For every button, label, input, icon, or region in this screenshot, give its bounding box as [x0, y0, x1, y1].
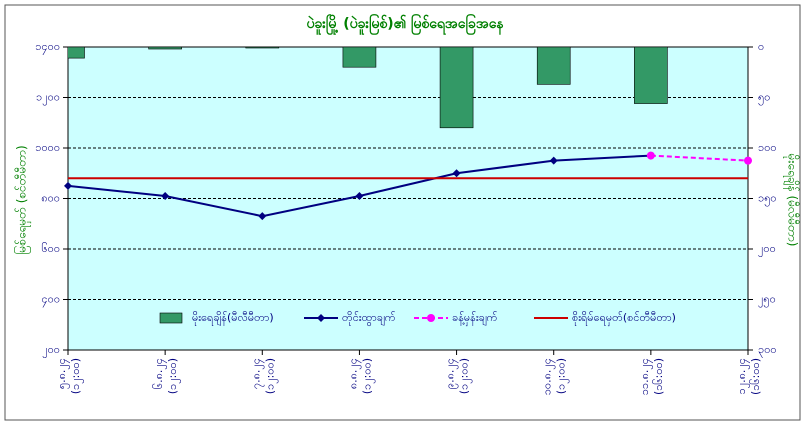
y2-tick-label: ၁၅၀: [758, 192, 777, 207]
marker: [258, 212, 267, 221]
y2-axis-label: မိုးရေချိန် (မီလီမီတာ): [783, 154, 801, 247]
x-tick-time: (၁၂:၀၀): [166, 358, 181, 394]
y-tick-label: ၆၀၀: [41, 242, 60, 255]
marker: [549, 156, 558, 165]
x-tick-label: ၁၁.၈.၂၄: [638, 358, 653, 395]
y-tick-label: ၁၂၀၀: [36, 91, 60, 106]
y-tick-label: ၈၀၀: [41, 192, 60, 205]
x-tick-time: (၁၂:၀၀): [263, 358, 278, 394]
x-tick-time: (၁၂:၀၀): [555, 358, 570, 394]
x-tick-time: (၁၆:၀၀): [749, 358, 762, 395]
y-tick-label: ၄၀၀: [41, 293, 60, 308]
legend-marker: [427, 314, 435, 322]
legend-label: ခန့်မှန်းချက်: [452, 311, 498, 326]
line-series: [650, 154, 748, 162]
legend-swatch: [159, 312, 183, 324]
legend-label: စိုးရိမ်ရေမှတ်(စင်တီမီတာ): [572, 311, 676, 326]
chart-title: ပဲခူးမြို့ (ပဲခူးမြစ်)၏ မြစ်ရေအခြေအနေ: [306, 14, 504, 35]
y-tick-label: ၁၀၀၀: [35, 141, 60, 154]
x-tick-label: ၈.၈.၂၄: [346, 358, 361, 389]
legend-label: မိုးရေချိန်(မီလီမီတာ): [192, 311, 274, 326]
y2-tick-label: ၃၀၀: [758, 343, 777, 358]
x-tick-time: (၁၂:၀၀): [360, 358, 375, 394]
x-tick-label: ၁၂.၈.၂၄: [735, 358, 750, 394]
y2-tick-label: ၁၀၀: [758, 141, 777, 154]
y-tick-label: ၂၀၀: [42, 343, 60, 358]
bar: [634, 47, 668, 104]
marker: [646, 151, 655, 160]
legend-marker: [317, 314, 325, 322]
x-tick-time: (၁၆:၀၀): [652, 358, 665, 395]
x-tick-time: (၁၂:၀၀): [458, 358, 473, 394]
marker: [161, 191, 170, 200]
bar: [439, 47, 474, 129]
bar: [245, 47, 280, 49]
x-tick-label: ၆.၈.၂၄: [152, 358, 167, 389]
bar: [68, 47, 85, 59]
y2-tick-label: ၂၅၀: [758, 293, 776, 308]
marker: [744, 156, 752, 165]
bar: [536, 47, 571, 85]
marker: [355, 191, 364, 200]
bar: [342, 47, 377, 68]
y2-tick-label: ၂၀၀: [758, 242, 776, 257]
y2-tick-label: ၅၀: [758, 91, 770, 106]
y-tick-label: ၁၄၀၀: [35, 40, 60, 55]
x-tick-label: ၉.၈.၂၄: [444, 358, 459, 389]
x-tick-time: (၁၂:၀၀): [69, 358, 84, 394]
bar: [148, 47, 182, 50]
x-tick-label: ၇.၈.၂၄: [249, 358, 264, 389]
marker: [64, 181, 72, 190]
marker: [452, 169, 461, 178]
y-axis-label: မြစ်ရေမှတ် (စင်တီမီတာ): [13, 145, 32, 254]
x-tick-label: ၅.၈.၂၄: [55, 358, 70, 389]
legend-label: တိုင်းထွာချက်: [342, 311, 396, 326]
x-tick-label: ၁၀.၈.၂၄: [541, 358, 556, 395]
y2-tick-label: ၀: [758, 40, 764, 53]
